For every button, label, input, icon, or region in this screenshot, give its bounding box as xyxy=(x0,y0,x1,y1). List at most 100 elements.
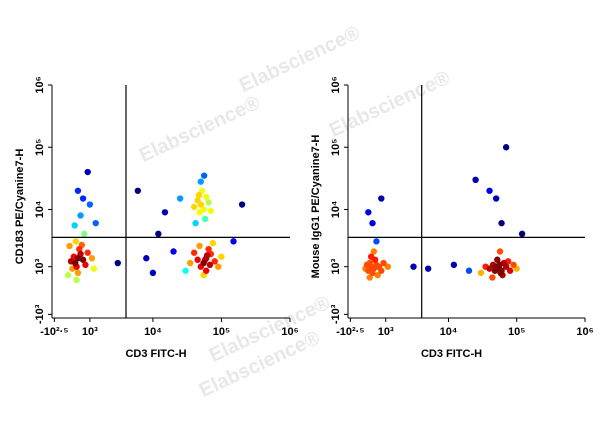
event-dot xyxy=(230,238,237,245)
event-dot xyxy=(502,263,510,270)
event-dot xyxy=(176,195,184,202)
event-dot xyxy=(424,265,432,272)
y-tick-label: 10⁴ xyxy=(330,201,342,219)
y-tick-label: 10⁶ xyxy=(330,76,342,93)
x-tick-label: 10⁴ xyxy=(144,326,162,338)
event-dot xyxy=(72,259,79,267)
event-dot xyxy=(374,271,381,279)
x-tick-label: 10³ xyxy=(82,326,98,338)
watermark: Elabscience® xyxy=(236,22,364,97)
event-dot xyxy=(182,267,189,274)
event-dot xyxy=(73,276,80,284)
y-tick-label: 10³ xyxy=(330,258,342,274)
event-dot xyxy=(186,259,194,267)
event-dot xyxy=(74,255,82,262)
event-dot xyxy=(410,263,417,270)
event-dot xyxy=(211,258,218,265)
event-dot xyxy=(209,239,217,247)
y-tick-label: 10⁵ xyxy=(330,139,342,156)
event-dot xyxy=(206,261,214,269)
y-tick-label: 10³ xyxy=(34,258,46,274)
event-dot xyxy=(81,230,88,238)
event-dot xyxy=(79,256,87,263)
event-dot xyxy=(486,265,493,272)
event-dot xyxy=(384,263,391,270)
event-dot xyxy=(161,209,169,216)
event-dot xyxy=(494,264,502,271)
event-dot xyxy=(79,195,87,202)
y-tick-label: -10³ xyxy=(34,304,46,324)
x-axis-label: CD3 FITC-H xyxy=(421,348,482,360)
event-dot xyxy=(86,201,94,208)
event-dot xyxy=(190,203,198,211)
x-tick-label: -10²·⁵ xyxy=(40,326,68,338)
event-dot xyxy=(196,242,203,250)
event-dot xyxy=(196,209,203,216)
event-dot xyxy=(363,261,371,269)
event-dot xyxy=(74,187,82,194)
event-dot xyxy=(486,187,493,194)
event-dot xyxy=(497,269,504,277)
event-dot xyxy=(378,267,385,274)
event-dot xyxy=(207,207,214,215)
event-dot xyxy=(203,267,210,274)
x-tick-label: 10⁴ xyxy=(440,326,458,338)
event-dot xyxy=(66,242,73,250)
event-dot xyxy=(510,261,517,269)
event-dot xyxy=(205,199,212,206)
event-dot xyxy=(201,215,209,223)
event-dot xyxy=(465,267,473,274)
event-dot xyxy=(170,248,177,255)
event-dot xyxy=(472,176,479,184)
event-dot xyxy=(200,172,208,179)
event-dot xyxy=(82,261,89,269)
x-tick-label: 10⁵ xyxy=(508,326,525,338)
event-dot xyxy=(203,193,210,200)
event-dot xyxy=(200,259,207,267)
event-dot xyxy=(76,245,83,253)
event-dot xyxy=(64,271,72,279)
event-dot xyxy=(378,195,385,202)
y-tick-label: 10⁴ xyxy=(34,201,46,219)
event-dot xyxy=(84,168,91,176)
event-dot xyxy=(149,269,157,277)
event-dot xyxy=(84,249,91,256)
x-axis-label: CD3 FITC-H xyxy=(125,348,186,360)
event-dot xyxy=(367,253,375,260)
event-dot xyxy=(238,201,246,208)
event-dot xyxy=(155,230,162,238)
event-dot xyxy=(143,255,150,262)
event-dot xyxy=(92,219,99,227)
watermark: Elabscience® xyxy=(326,67,454,142)
event-dot xyxy=(370,248,378,255)
event-dot xyxy=(195,191,203,199)
event-dot xyxy=(498,219,505,227)
event-dot xyxy=(477,269,485,277)
event-dot xyxy=(194,197,201,204)
event-dot xyxy=(215,263,222,270)
event-dot xyxy=(197,178,204,185)
event-dot xyxy=(88,255,96,262)
event-dot xyxy=(114,259,121,267)
event-dot xyxy=(380,259,387,267)
event-dot xyxy=(192,219,199,227)
event-dot xyxy=(496,248,504,255)
x-tick-label: 10⁶ xyxy=(281,326,298,338)
y-tick-label: 10⁵ xyxy=(34,139,46,156)
y-axis-label: CD183 PE/Cyanine7-H xyxy=(14,149,26,265)
event-dot xyxy=(450,261,458,269)
event-dot xyxy=(77,212,84,219)
event-dot xyxy=(366,274,373,281)
event-dot xyxy=(492,195,500,202)
event-dot xyxy=(71,222,78,229)
event-dot xyxy=(373,238,380,245)
event-dot xyxy=(369,219,376,227)
y-tick-label: -10³ xyxy=(330,304,342,324)
event-dot xyxy=(90,265,98,272)
x-tick-label: -10²·⁵ xyxy=(336,326,364,338)
y-axis-label: Mouse IgG1 PE/Cyanine7-H xyxy=(310,135,322,279)
event-dot xyxy=(506,267,514,274)
event-dot xyxy=(365,267,372,274)
event-dot xyxy=(72,238,79,245)
